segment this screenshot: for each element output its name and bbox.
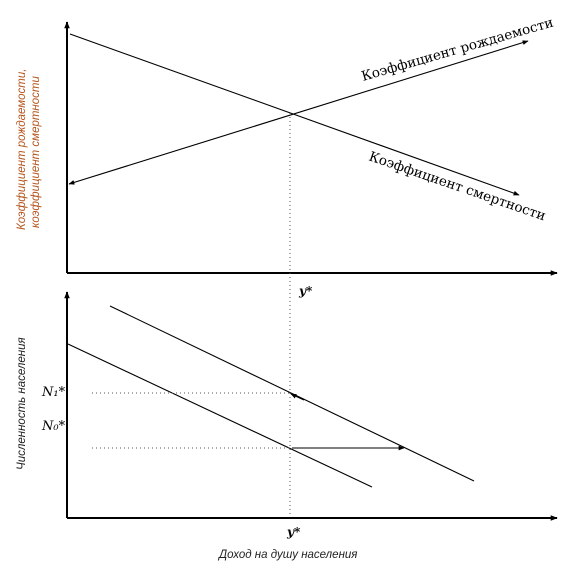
bottom-y-axis-label: Численность населения (16, 337, 28, 470)
n0-label: N₀* (41, 419, 66, 434)
top-y-axis-label-line2: коэффициент смертности (30, 76, 42, 228)
population-line-lower (67, 343, 373, 488)
death-rate-label: Коэффициент смертности (367, 149, 548, 225)
upper-line-arrow (290, 393, 305, 401)
bottom-x-axis-label: Доход на душу населения (217, 549, 357, 561)
death-rate-line (69, 33, 520, 196)
population-line-upper (109, 305, 475, 482)
top-y-axis-label-line1: Коэффициент рождаемости, (16, 69, 28, 230)
n1-label: N₁* (41, 385, 66, 400)
bottom-panel: N₁* N₀* Численность населения y* Доход н… (16, 291, 558, 561)
top-panel: Коэффициент рождаемости Коэффициент смер… (16, 15, 558, 298)
birth-rate-label: Коэффициент рождаемости (360, 15, 556, 85)
birth-rate-line (68, 40, 529, 185)
bottom-x-marker-label: y* (286, 525, 301, 539)
top-x-marker-label: y* (298, 284, 313, 298)
